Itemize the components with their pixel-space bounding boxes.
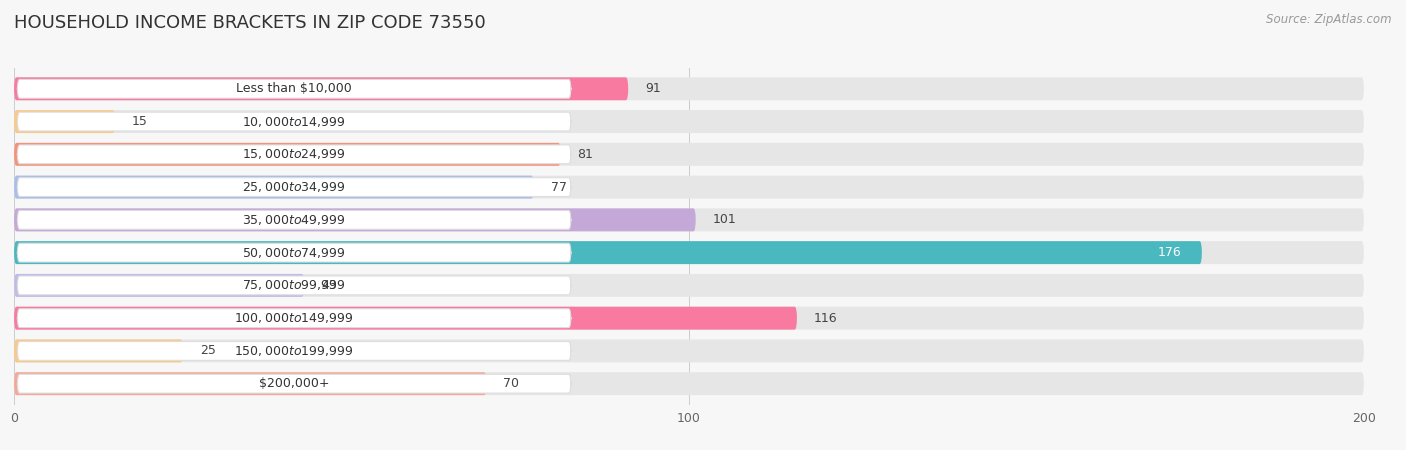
Text: $150,000 to $199,999: $150,000 to $199,999 [235,344,354,358]
Text: Source: ZipAtlas.com: Source: ZipAtlas.com [1267,14,1392,27]
Text: $15,000 to $24,999: $15,000 to $24,999 [242,147,346,162]
FancyBboxPatch shape [14,241,1202,264]
Text: 176: 176 [1159,246,1181,259]
FancyBboxPatch shape [14,208,1364,231]
Text: 25: 25 [200,344,215,357]
Text: Less than $10,000: Less than $10,000 [236,82,352,95]
FancyBboxPatch shape [14,176,1364,198]
Text: 81: 81 [578,148,593,161]
FancyBboxPatch shape [17,178,571,197]
FancyBboxPatch shape [17,342,571,360]
FancyBboxPatch shape [17,309,571,328]
FancyBboxPatch shape [14,339,1364,362]
Text: $25,000 to $34,999: $25,000 to $34,999 [242,180,346,194]
FancyBboxPatch shape [14,143,1364,166]
Text: HOUSEHOLD INCOME BRACKETS IN ZIP CODE 73550: HOUSEHOLD INCOME BRACKETS IN ZIP CODE 73… [14,14,486,32]
FancyBboxPatch shape [17,243,571,262]
Text: 43: 43 [321,279,337,292]
FancyBboxPatch shape [14,274,1364,297]
Text: $75,000 to $99,999: $75,000 to $99,999 [242,279,346,292]
FancyBboxPatch shape [17,276,571,295]
FancyBboxPatch shape [14,307,1364,330]
FancyBboxPatch shape [14,77,628,100]
FancyBboxPatch shape [17,211,571,229]
FancyBboxPatch shape [14,372,486,395]
Text: $200,000+: $200,000+ [259,377,329,390]
FancyBboxPatch shape [17,145,571,164]
FancyBboxPatch shape [14,372,1364,395]
FancyBboxPatch shape [14,110,1364,133]
Text: 15: 15 [132,115,148,128]
FancyBboxPatch shape [14,241,1364,264]
Text: 70: 70 [503,377,519,390]
FancyBboxPatch shape [14,77,1364,100]
Text: 91: 91 [645,82,661,95]
FancyBboxPatch shape [17,112,571,131]
Text: 101: 101 [713,213,737,226]
FancyBboxPatch shape [17,374,571,393]
Text: $35,000 to $49,999: $35,000 to $49,999 [242,213,346,227]
FancyBboxPatch shape [14,339,183,362]
FancyBboxPatch shape [14,307,797,330]
Text: 77: 77 [551,180,567,194]
FancyBboxPatch shape [14,143,561,166]
Text: $100,000 to $149,999: $100,000 to $149,999 [235,311,354,325]
Text: $10,000 to $14,999: $10,000 to $14,999 [242,115,346,129]
FancyBboxPatch shape [14,110,115,133]
Text: 116: 116 [814,312,838,324]
FancyBboxPatch shape [14,274,304,297]
Text: $50,000 to $74,999: $50,000 to $74,999 [242,246,346,260]
FancyBboxPatch shape [14,176,534,198]
FancyBboxPatch shape [14,208,696,231]
FancyBboxPatch shape [17,79,571,98]
